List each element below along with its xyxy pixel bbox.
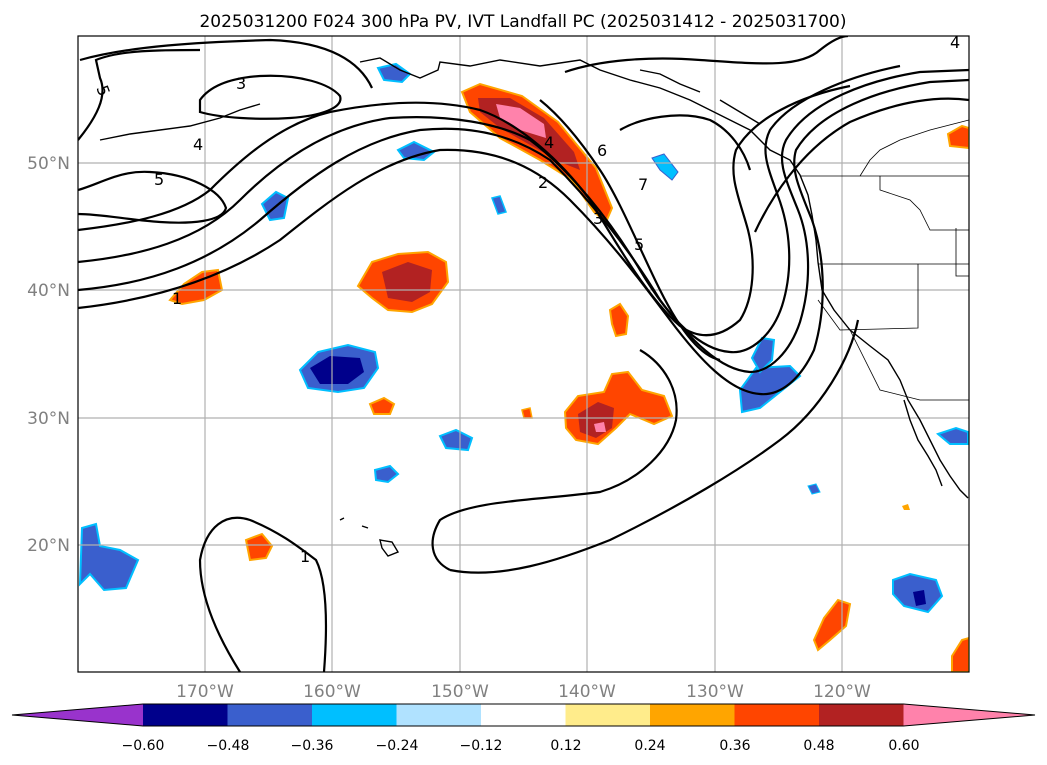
contour-label: 2 (538, 173, 548, 192)
contour-label: 1 (172, 289, 182, 308)
contour-label: 5 (154, 170, 164, 189)
colorbar-tick-label: 0.12 (550, 738, 581, 754)
colorbar-tick-label: 0.60 (888, 738, 919, 754)
colorbar-segment (819, 704, 904, 726)
negative-pv-patches (78, 62, 969, 614)
lat-label: 50°N (27, 154, 70, 174)
contour-lines (78, 36, 969, 672)
contour-label: 7 (638, 175, 648, 194)
colorbar-segment (12, 704, 143, 726)
contour-label: 4 (950, 33, 960, 52)
colorbar-tick-label: 0.24 (634, 738, 665, 754)
lat-label: 20°N (27, 536, 70, 556)
longitude-labels: 170°W 160°W 150°W 140°W 130°W 120°W (176, 682, 871, 702)
colorbar-tick-label: 0.48 (803, 738, 834, 754)
colorbar-segment (396, 704, 482, 726)
lon-label: 160°W (303, 682, 361, 702)
colorbar-outline (11, 703, 1036, 727)
contour-label: 3 (236, 74, 246, 93)
lon-label: 150°W (431, 682, 489, 702)
colorbar-tick-label: 0.36 (719, 738, 750, 754)
colorbar-tick-labels: −0.60 −0.48 −0.36 −0.24 −0.12 0.12 0.24 … (122, 738, 920, 754)
lon-label: 130°W (686, 682, 744, 702)
map-frame (77, 35, 970, 673)
contour-label: 4 (193, 135, 203, 154)
contour-label: 5 (634, 235, 644, 254)
colorbar-segment (734, 704, 820, 726)
figure-title: 2025031200 F024 300 hPa PV, IVT Landfall… (199, 12, 846, 32)
colorbar-segment (565, 704, 651, 726)
colorbar-tick-label: −0.36 (291, 738, 334, 754)
contour-label: 1 (300, 547, 310, 566)
colorbar-segment (143, 704, 228, 726)
latitude-labels: 50°N 40°N 30°N 20°N (27, 154, 70, 556)
lat-label: 30°N (27, 409, 70, 429)
colorbar-tick-label: −0.12 (460, 738, 503, 754)
colorbar-segment (227, 704, 313, 726)
contour-label: 6 (597, 141, 607, 160)
lon-label: 170°W (176, 682, 234, 702)
colorbar-tick-label: −0.48 (207, 738, 250, 754)
colorbar-segment (312, 704, 397, 726)
contour-label: 3 (593, 209, 603, 228)
colorbar-tick-label: −0.24 (376, 738, 419, 754)
coastlines (99, 57, 969, 557)
lon-label: 140°W (558, 682, 616, 702)
lon-label: 120°W (813, 682, 871, 702)
contour-labels: 5 3 4 5 1 4 2 3 6 7 5 1 4 (92, 33, 960, 566)
colorbar-segment (903, 704, 1035, 726)
colorbar-segment (650, 704, 735, 726)
lat-label: 40°N (27, 281, 70, 301)
political-borders (800, 119, 969, 401)
colorbar (11, 703, 1036, 727)
contour-label: 4 (544, 133, 554, 152)
colorbar-tick-label: −0.60 (122, 738, 165, 754)
colorbar-segment (481, 704, 566, 726)
map-gridlines (78, 36, 969, 672)
